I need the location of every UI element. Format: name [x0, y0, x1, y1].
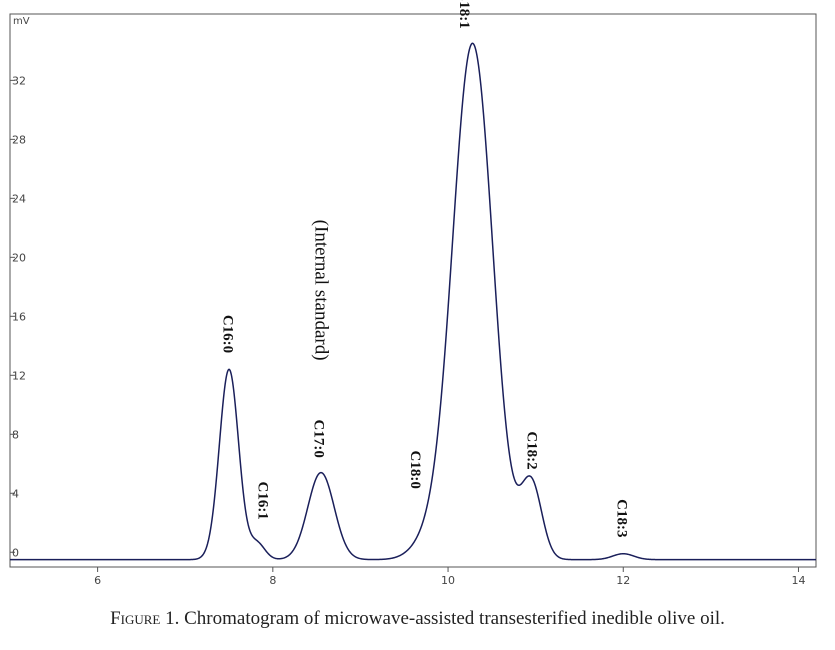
y-tick-label: 20 — [12, 251, 26, 264]
peak-label: C18:0 — [407, 451, 423, 489]
axes: mV — [9, 13, 817, 568]
x-tick-label: 12 — [616, 574, 630, 587]
x-tick-label: 14 — [791, 574, 805, 587]
y-tick-label: 4 — [12, 487, 19, 500]
caption-number: 1. — [160, 608, 180, 629]
y-tick-label: 24 — [12, 192, 26, 205]
peak-label: C17:0 — [310, 420, 326, 458]
peak-label: C16:1 — [254, 481, 270, 519]
ticks: 0 4 8 12 16 20 24 28 32 6 8 10 12 14 — [10, 74, 805, 587]
x-tick-label: 8 — [269, 574, 276, 587]
y-tick-label: 8 — [12, 428, 19, 441]
peak-label: C18:3 — [614, 499, 630, 537]
y-tick-label: 32 — [12, 74, 26, 87]
x-tick-label: 6 — [94, 574, 101, 587]
peak-label: C16:0 — [219, 315, 235, 353]
y-tick-label: 28 — [12, 133, 26, 146]
peak-annotations: C16:0 C16:1 C17:0 (Internal standard) C18:0 C… — [219, 0, 629, 538]
y-tick-label: 0 — [12, 546, 19, 559]
peak-label: C18:1 — [456, 0, 472, 29]
peak-label: C18:2 — [523, 431, 539, 469]
caption-label: Figure — [110, 608, 161, 629]
peak-label: (Internal standard) — [311, 220, 332, 361]
y-tick-label: 16 — [12, 310, 26, 323]
series — [10, 42, 816, 561]
chromatogram-chart: mV 0 4 8 12 16 20 24 28 32 6 8 10 12 14 C16:0 C16:1 C17… — [9, 0, 817, 587]
chromatogram-trace — [10, 42, 816, 561]
plot-frame — [9, 13, 817, 568]
figure-caption: Figure 1. Chromatogram of microwave-assi… — [0, 608, 835, 630]
y-axis-unit-label: mV — [13, 16, 30, 27]
caption-text: Chromatogram of microwave-assisted trans… — [179, 608, 725, 629]
x-tick-label: 10 — [441, 574, 455, 587]
y-tick-label: 12 — [12, 369, 26, 382]
